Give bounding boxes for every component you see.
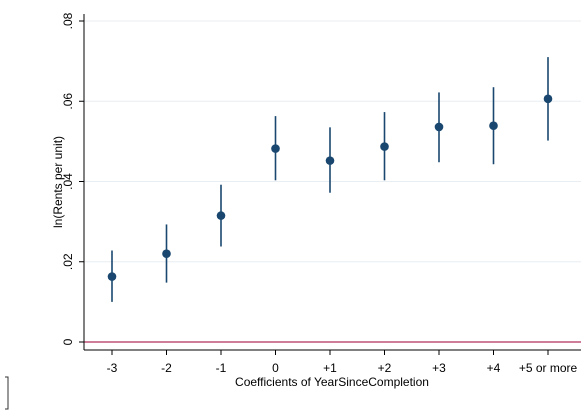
coefficient-point bbox=[380, 142, 389, 151]
y-axis-label: ln(Rents per unit) bbox=[51, 136, 65, 228]
x-tick-label: -3 bbox=[107, 361, 118, 375]
coefficient-point bbox=[162, 249, 171, 259]
x-tick-labels: -3 -2 -1 0 +1 +2 +3 +4 +5 or more bbox=[107, 361, 578, 375]
x-tick-label: -2 bbox=[161, 361, 172, 375]
bracket-mark bbox=[5, 376, 9, 410]
y-tick-label: .08 bbox=[61, 12, 75, 29]
coefficient-point bbox=[107, 272, 117, 281]
coefficient-point bbox=[489, 121, 498, 131]
coefficient-point bbox=[325, 156, 335, 165]
gridlines bbox=[84, 20, 581, 263]
y-tick-label: .04 bbox=[61, 173, 75, 190]
coefficient-point bbox=[216, 211, 226, 220]
coefficient-point bbox=[543, 94, 553, 104]
x-tick-label: +1 bbox=[323, 361, 337, 375]
x-tick-label: +3 bbox=[432, 361, 446, 375]
x-tick-label: +4 bbox=[487, 361, 501, 375]
x-tick-label: +2 bbox=[378, 361, 392, 375]
x-tick-label: 0 bbox=[272, 361, 279, 375]
data-points bbox=[107, 94, 553, 281]
x-tick-label: -1 bbox=[216, 361, 227, 375]
y-tick-label: .02 bbox=[61, 253, 75, 270]
y-tick-label: 0 bbox=[61, 338, 75, 345]
coefficient-point bbox=[271, 144, 280, 153]
y-tick-labels: 0 .02 .04 .06 .08 bbox=[61, 12, 75, 345]
x-tick-label: +5 or more bbox=[519, 361, 578, 375]
y-tick-label: .06 bbox=[61, 93, 75, 110]
x-axis-label: Coefficients of YearSinceCompletion bbox=[235, 375, 429, 389]
coefficient-point bbox=[434, 122, 444, 132]
axes bbox=[79, 14, 581, 355]
